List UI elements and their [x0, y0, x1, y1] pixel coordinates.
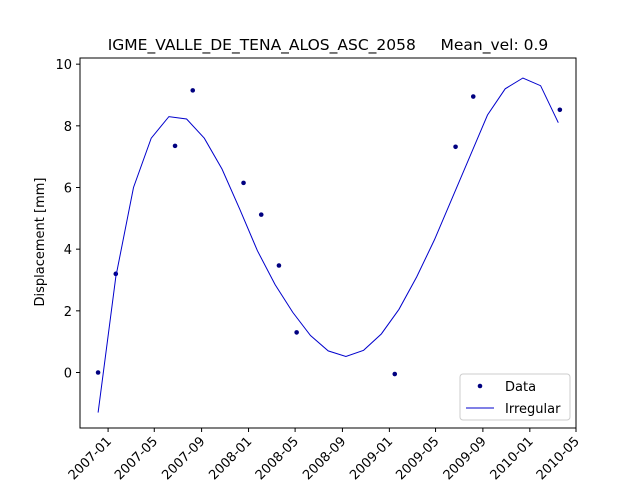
- y-tick-label: 6: [64, 182, 72, 197]
- data-point: [294, 330, 299, 335]
- x-tick-label: 2007-05: [112, 434, 161, 480]
- series-line-irregular: [97, 77, 559, 413]
- y-axis-label: Displacement [mm]: [33, 178, 48, 307]
- data-point: [470, 94, 476, 99]
- x-tick-label: 2010-05: [534, 434, 583, 480]
- data-point: [392, 371, 398, 377]
- x-tick-label: 2010-01: [488, 434, 537, 480]
- plot-frame: [79, 57, 577, 429]
- chart-title: IGME_VALLE_DE_TENA_ALOS_ASC_2058 Mean_ve…: [108, 36, 549, 55]
- data-point: [557, 107, 563, 113]
- data-point: [95, 370, 101, 375]
- x-tick-label: 2009-09: [441, 434, 490, 480]
- legend-label-irregular: Irregular: [505, 402, 561, 417]
- x-tick-label: 2009-05: [393, 434, 442, 480]
- x-tick-label: 2008-01: [206, 434, 255, 480]
- legend-marker-data: [477, 383, 483, 389]
- x-tick-label: 2007-01: [66, 434, 115, 480]
- y-tick-label: 8: [64, 120, 72, 135]
- x-tick-label: 2009-01: [347, 434, 396, 480]
- x-tick-label: 2008-09: [300, 434, 349, 480]
- y-tick-label: 0: [64, 367, 72, 382]
- legend: Data Irregular: [459, 373, 571, 421]
- x-tick-label: 2007-09: [159, 434, 208, 480]
- data-point: [190, 88, 196, 93]
- y-tick-label: 2: [64, 305, 72, 320]
- legend-label-data: Data: [505, 380, 536, 395]
- data-point: [453, 144, 458, 150]
- x-tick-label: 2008-05: [253, 434, 302, 480]
- data-point: [276, 263, 282, 268]
- data-point: [172, 143, 178, 149]
- data-point: [258, 212, 264, 217]
- y-tick-label: 4: [64, 243, 72, 258]
- data-point: [241, 180, 246, 186]
- y-tick-label: 10: [55, 58, 72, 73]
